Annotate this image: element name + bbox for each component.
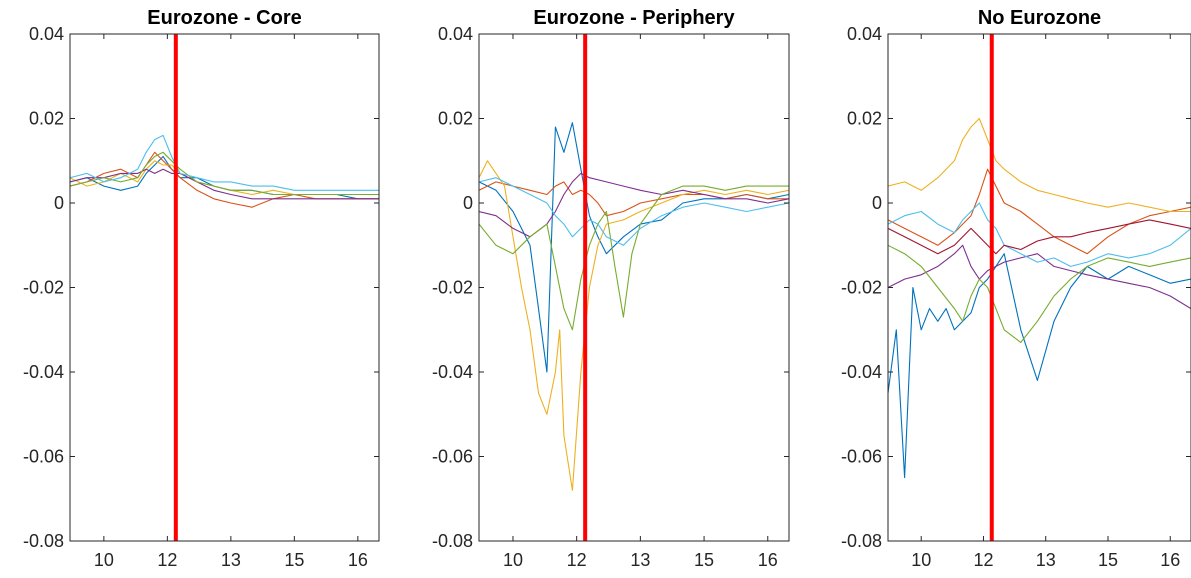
panel-no-eurozone: No Eurozone 0.04 0.02 0 -0.02 -0.04 -0.06 -0.08…: [841, 7, 1191, 570]
axes-box: [478, 33, 790, 542]
series-group: [479, 122, 789, 491]
y-tick-label-0-04: 0.04: [847, 24, 882, 44]
y-tick-label-0-02: 0.02: [847, 109, 882, 129]
series-line-3: [888, 117, 1191, 213]
series-line-2: [70, 151, 379, 208]
y-tick-label-0-04: 0.04: [438, 24, 473, 44]
y-tick-label-0-04: -0.04: [841, 362, 882, 382]
panel-title: Eurozone - Core: [147, 7, 301, 29]
x-tick-label-10: 10: [911, 550, 931, 570]
series-line-5: [70, 151, 379, 196]
series-group: [888, 117, 1191, 479]
series-line-4: [888, 244, 1191, 310]
x-tick-label-13: 13: [630, 550, 650, 570]
series-line-4: [479, 172, 789, 238]
y-tick-label-0-08: -0.08: [841, 531, 882, 551]
series-line-5: [888, 244, 1191, 343]
y-tick-label-0-08: -0.08: [432, 531, 473, 551]
y-tick-label-0-06: -0.06: [841, 447, 882, 467]
x-tick-label-15: 15: [284, 550, 304, 570]
y-tick-label-0-02: -0.02: [841, 278, 882, 298]
series-line-2: [888, 168, 1191, 255]
y-tick-label-0-04: 0.04: [29, 24, 64, 44]
y-tick-label-0-06: -0.06: [23, 447, 64, 467]
y-tick-label-0-02: 0.02: [29, 109, 64, 129]
y-tick-label-0-04: -0.04: [432, 362, 473, 382]
series-line-6: [479, 177, 789, 246]
series-line-5: [479, 185, 789, 331]
y-tick-label-0-02: 0.02: [438, 109, 473, 129]
panel-eurozone-periphery: Eurozone - Periphery 0.04 0.02 0 -0.02 -0.04 -…: [432, 7, 790, 570]
series-line-1: [888, 253, 1191, 479]
series-line-1: [479, 122, 789, 373]
x-tick-label-13: 13: [1036, 550, 1056, 570]
y-tick-label-0: 0: [54, 193, 64, 213]
series-line-4: [70, 168, 379, 200]
panel-title: No Eurozone: [978, 7, 1101, 29]
x-tick-label-12: 12: [567, 550, 587, 570]
series-group: [70, 134, 379, 208]
y-tick-label-0-08: -0.08: [23, 531, 64, 551]
y-tick-label-0-06: -0.06: [432, 447, 473, 467]
axes-box: [887, 33, 1191, 542]
x-tick-label-13: 13: [221, 550, 241, 570]
series-line-7: [888, 219, 1191, 255]
y-tick-label-0-02: -0.02: [23, 278, 64, 298]
x-tick-label-12: 12: [157, 550, 177, 570]
x-tick-label-16: 16: [758, 550, 778, 570]
series-line-6: [70, 134, 379, 191]
x-tick-label-16: 16: [348, 550, 368, 570]
y-tick-label-0-02: -0.02: [432, 278, 473, 298]
x-tick-label-10: 10: [94, 550, 114, 570]
panel-title: Eurozone - Periphery: [533, 7, 735, 29]
panel-eurozone-core: Eurozone - Core 0.04 0.02 0 -0.02 -0.04 -0.06 -…: [23, 7, 380, 570]
x-tick-label-10: 10: [503, 550, 523, 570]
axes-box: [69, 33, 380, 542]
y-tick-label-0: 0: [463, 193, 473, 213]
x-tick-label-15: 15: [694, 550, 714, 570]
x-tick-label-15: 15: [1098, 550, 1118, 570]
x-tick-label-16: 16: [1160, 550, 1180, 570]
x-tick-label-12: 12: [973, 550, 993, 570]
y-tick-label-0-04: -0.04: [23, 362, 64, 382]
series-line-6: [888, 202, 1191, 267]
y-tick-label-0: 0: [872, 193, 882, 213]
